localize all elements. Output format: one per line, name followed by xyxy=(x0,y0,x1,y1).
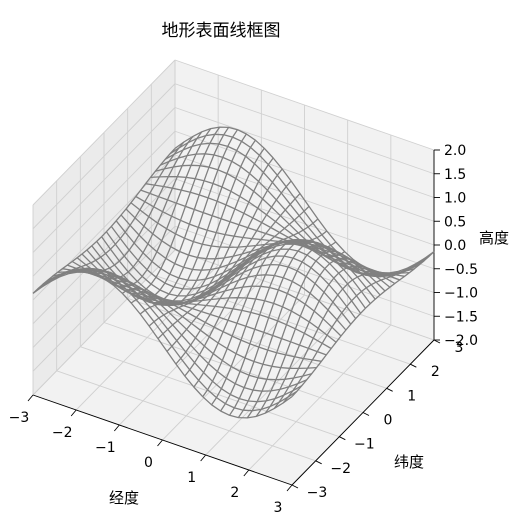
surface-line-y xyxy=(157,193,301,340)
y-tick xyxy=(291,484,299,489)
y-axis-label: 纬度 xyxy=(394,453,424,471)
y-tick-label: −3 xyxy=(307,485,328,501)
y-tick xyxy=(386,387,393,392)
z-tick-label: 1.5 xyxy=(444,167,466,183)
floor-gridline-y xyxy=(56,370,316,462)
floor-gridline-y xyxy=(151,273,411,365)
surface-line-y xyxy=(273,263,417,409)
y-tick-label: 2 xyxy=(431,364,440,380)
surface-line-y xyxy=(95,129,239,304)
y-tick-label: 3 xyxy=(455,340,464,356)
left-gridline-z xyxy=(32,130,176,277)
surface-line-y xyxy=(237,245,381,418)
chart-title: 地形表面线框图 xyxy=(162,21,281,41)
surface-line-y xyxy=(121,147,265,306)
z-tick-label: 1.0 xyxy=(444,191,466,207)
surface-line-x xyxy=(32,271,293,419)
y-tick-label: 0 xyxy=(384,413,393,429)
surface-wireframe xyxy=(32,126,435,419)
y-tick-label: −1 xyxy=(354,437,375,453)
x-tick xyxy=(70,409,77,417)
z-tick-label: −1.5 xyxy=(444,309,478,325)
left-gridline-z xyxy=(32,107,176,253)
surface-line-y xyxy=(175,218,319,365)
x-tick xyxy=(200,454,207,462)
surface-line-x xyxy=(101,236,362,314)
back-gridline-z xyxy=(174,178,435,270)
surface-line-y xyxy=(202,239,346,398)
surface-line-y xyxy=(59,131,203,280)
z-tick-label: 0.5 xyxy=(444,214,466,230)
x-tick-label: −1 xyxy=(95,440,116,456)
x-tick-label: 2 xyxy=(230,485,239,501)
x-tick xyxy=(113,424,120,432)
surface-line-y xyxy=(77,126,221,295)
surface-line-y xyxy=(68,128,212,288)
y-tick xyxy=(315,460,322,465)
surface-line-y xyxy=(166,205,310,352)
surface-line-y xyxy=(220,239,363,412)
z-tick-label: −0.5 xyxy=(444,262,478,278)
x-tick-label: −2 xyxy=(52,425,73,441)
z-tick-label: −1.0 xyxy=(444,286,478,302)
x-tick-label: 1 xyxy=(187,470,196,486)
back-gridline-z xyxy=(174,249,435,341)
surface-line-y xyxy=(246,250,390,419)
x-tick-label: 3 xyxy=(274,500,283,516)
surface-line-y xyxy=(193,241,337,388)
y-tick-label: 1 xyxy=(407,388,416,404)
x-tick xyxy=(27,394,34,402)
y-tick xyxy=(410,363,417,368)
tick-labels: −3−2−10123−3−2−10123−2.0−1.5−1.0−0.50.00… xyxy=(9,143,478,516)
surface-line-y xyxy=(184,230,328,377)
surface-line-x xyxy=(105,231,366,309)
x-tick xyxy=(243,469,250,477)
y-tick xyxy=(433,339,441,344)
z-axis-label: 高度 xyxy=(479,229,509,247)
surface-line-y xyxy=(291,251,435,398)
left-gridline-z xyxy=(32,225,176,372)
x-tick-label: −3 xyxy=(9,410,30,426)
back-gridline-z xyxy=(174,225,435,317)
surface-line-y xyxy=(282,257,426,404)
z-tick-label: 0.0 xyxy=(444,238,466,254)
surface-line-y xyxy=(41,141,185,288)
x-tick-label: 0 xyxy=(144,455,153,471)
x-tick xyxy=(286,484,293,492)
surface-line-y xyxy=(211,238,354,406)
back-gridline-z xyxy=(174,107,435,198)
back-gridline-z xyxy=(174,59,435,151)
z-tick-label: −2.0 xyxy=(444,333,478,349)
surface-line-y xyxy=(32,147,176,294)
left-gridline-z xyxy=(32,83,176,230)
surface-line-y xyxy=(130,157,274,304)
z-tick-label: 2.0 xyxy=(444,143,466,159)
surface-line-y xyxy=(113,139,256,307)
y-tick xyxy=(339,436,346,441)
surface-line-x xyxy=(174,126,435,274)
surface-line-y xyxy=(86,127,230,300)
x-axis-label: 经度 xyxy=(109,489,139,507)
left-gridline-z xyxy=(32,59,176,206)
y-tick-label: −2 xyxy=(330,461,351,477)
y-tick xyxy=(362,412,370,416)
surface-line-y xyxy=(139,168,283,315)
surface-line-y xyxy=(50,136,194,282)
back-gridline-z xyxy=(174,83,435,175)
surface-line-y xyxy=(148,180,292,327)
x-tick xyxy=(157,439,163,447)
